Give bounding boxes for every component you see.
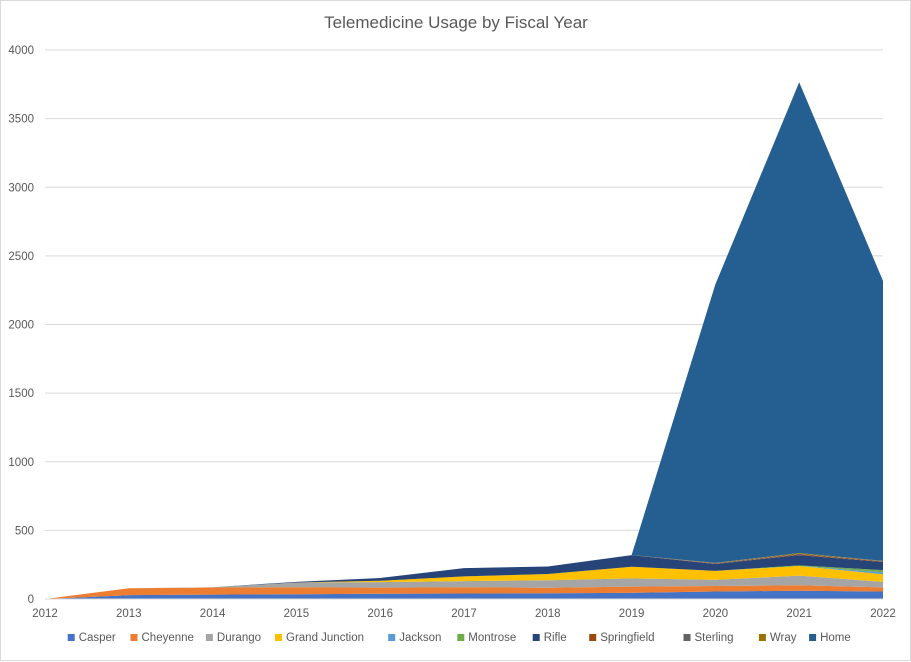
legend-item-montrose: Montrose — [457, 632, 516, 644]
legend-item-wray: Wray — [758, 632, 797, 644]
x-tick-label: 2015 — [284, 608, 310, 620]
x-tick-label: 2012 — [32, 608, 58, 620]
legend-label: Jackson — [399, 632, 441, 644]
area-series-durango — [45, 575, 883, 599]
x-tick-label: 2018 — [535, 608, 561, 620]
axes: 0 500 1000 1500 2000 2500 3000 3500 4000 2012 2013… — [8, 45, 895, 620]
area-series-home — [45, 82, 883, 599]
legend-label: Casper — [79, 632, 116, 644]
legend-swatch — [683, 634, 691, 641]
x-tick-label: 2022 — [870, 608, 896, 620]
legend-item-cheyenne: Cheyenne — [130, 632, 194, 644]
legend-item-jackson: Jackson — [388, 632, 441, 644]
x-tick-label: 2021 — [786, 608, 812, 620]
legend-swatch — [532, 634, 540, 641]
legend-swatch — [589, 634, 597, 641]
legend-label: Home — [820, 632, 851, 644]
legend-label: Montrose — [468, 632, 516, 644]
legend-label: Springfield — [600, 632, 654, 644]
y-tick-label: 2000 — [8, 320, 34, 332]
x-tick-label: 2019 — [619, 608, 645, 620]
y-tick-label: 2500 — [8, 251, 34, 263]
legend-swatch — [130, 634, 138, 641]
legend-label: Durango — [217, 632, 261, 644]
legend-swatch — [205, 634, 213, 641]
legend-item-springfield: Springfield — [589, 632, 655, 644]
y-tick-label: 4000 — [8, 45, 34, 57]
y-tick-label: 1000 — [8, 457, 34, 469]
legend-label: Grand Junction — [286, 632, 364, 644]
y-tick-label: 1500 — [8, 388, 34, 400]
legend-item-sterling: Sterling — [683, 632, 734, 644]
legend-swatch — [809, 634, 817, 641]
area-series-grand-junction — [45, 566, 883, 599]
legend-item-durango: Durango — [205, 632, 261, 644]
legend-label: Wray — [770, 632, 797, 644]
x-tick-label: 2017 — [451, 608, 477, 620]
legend-item-rifle: Rifle — [532, 632, 567, 644]
legend: Casper Cheyenne Durango Grand Junction Jacks… — [67, 632, 851, 644]
legend-label: Cheyenne — [142, 632, 194, 644]
plot-area — [45, 82, 883, 599]
legend-item-grand-junction: Grand Junction — [275, 632, 364, 644]
gridlines — [45, 49, 883, 531]
x-tick-label: 2020 — [703, 608, 729, 620]
legend-item-casper: Casper — [67, 632, 116, 644]
legend-swatch — [275, 634, 282, 641]
y-tick-label: 3500 — [8, 114, 34, 126]
y-tick-label: 3000 — [8, 182, 34, 194]
x-tick-label: 2016 — [367, 608, 393, 620]
legend-swatch — [388, 634, 396, 641]
area-series-casper — [45, 590, 883, 599]
legend-item-home: Home — [809, 632, 851, 644]
y-tick-label: 500 — [15, 525, 34, 537]
chart-title: Telemedicine Usage by Fiscal Year — [324, 13, 588, 32]
legend-swatch — [67, 634, 75, 641]
x-tick-label: 2014 — [200, 608, 226, 620]
x-tick-label: 2013 — [116, 608, 142, 620]
area-series-rifle — [45, 555, 883, 599]
legend-label: Sterling — [695, 632, 734, 644]
legend-swatch — [457, 634, 465, 641]
legend-swatch — [758, 634, 766, 641]
y-tick-label: 0 — [28, 594, 34, 606]
area-series-cheyenne — [45, 585, 883, 599]
legend-label: Rifle — [544, 632, 567, 644]
